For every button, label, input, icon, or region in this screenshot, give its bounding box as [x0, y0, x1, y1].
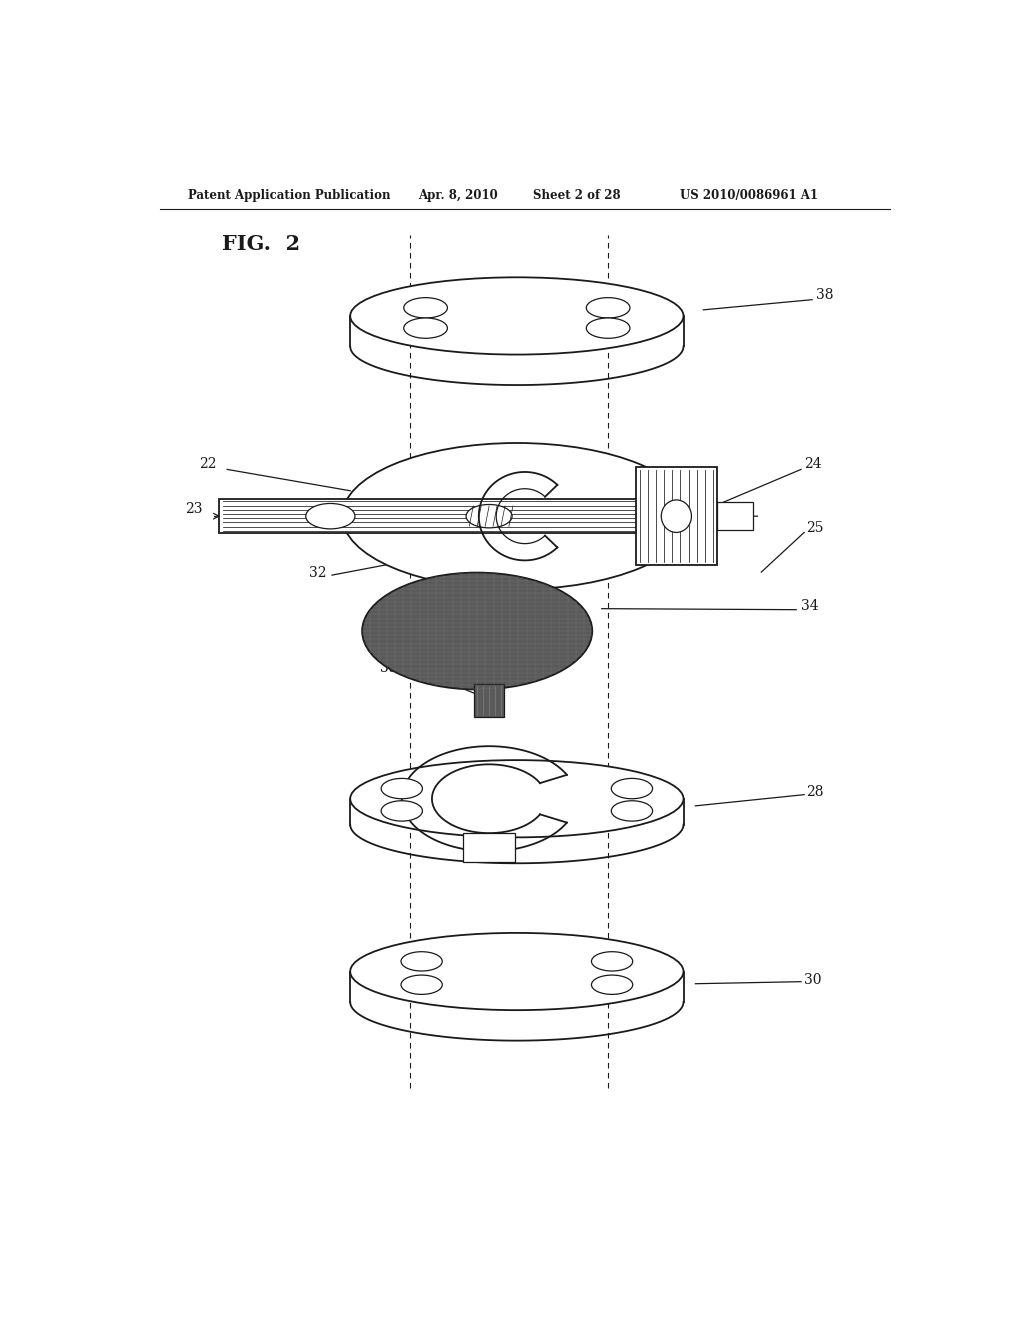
Ellipse shape	[662, 500, 691, 532]
Ellipse shape	[362, 573, 592, 689]
Ellipse shape	[350, 933, 684, 1010]
Text: 23: 23	[185, 502, 203, 516]
Ellipse shape	[403, 297, 447, 318]
Text: 24: 24	[804, 458, 822, 471]
Ellipse shape	[306, 503, 355, 529]
Text: 38: 38	[816, 288, 834, 302]
Ellipse shape	[466, 504, 512, 528]
Text: 28: 28	[807, 784, 824, 799]
Ellipse shape	[611, 779, 652, 799]
Ellipse shape	[401, 952, 442, 972]
Ellipse shape	[381, 801, 423, 821]
Text: 33: 33	[380, 661, 398, 675]
Text: 32: 32	[309, 566, 327, 581]
Ellipse shape	[587, 318, 630, 338]
Ellipse shape	[342, 444, 691, 589]
Text: 30: 30	[804, 973, 821, 987]
Bar	[463, 833, 515, 862]
Bar	[636, 467, 717, 565]
Ellipse shape	[592, 952, 633, 972]
Bar	[474, 684, 504, 717]
Text: Sheet 2 of 28: Sheet 2 of 28	[532, 189, 621, 202]
Text: FIG.  2: FIG. 2	[221, 234, 300, 253]
Text: Patent Application Publication: Patent Application Publication	[187, 189, 390, 202]
Ellipse shape	[350, 277, 684, 355]
Text: 25: 25	[807, 521, 824, 536]
Ellipse shape	[401, 975, 442, 994]
Text: Apr. 8, 2010: Apr. 8, 2010	[418, 189, 498, 202]
Ellipse shape	[611, 801, 652, 821]
Bar	[717, 502, 753, 531]
Ellipse shape	[350, 760, 684, 837]
Text: US 2010/0086961 A1: US 2010/0086961 A1	[680, 189, 817, 202]
Bar	[219, 499, 715, 533]
Ellipse shape	[592, 975, 633, 994]
Text: 22: 22	[200, 458, 217, 471]
Text: 34: 34	[801, 599, 818, 612]
Ellipse shape	[403, 318, 447, 338]
Ellipse shape	[381, 779, 423, 799]
Ellipse shape	[587, 297, 630, 318]
